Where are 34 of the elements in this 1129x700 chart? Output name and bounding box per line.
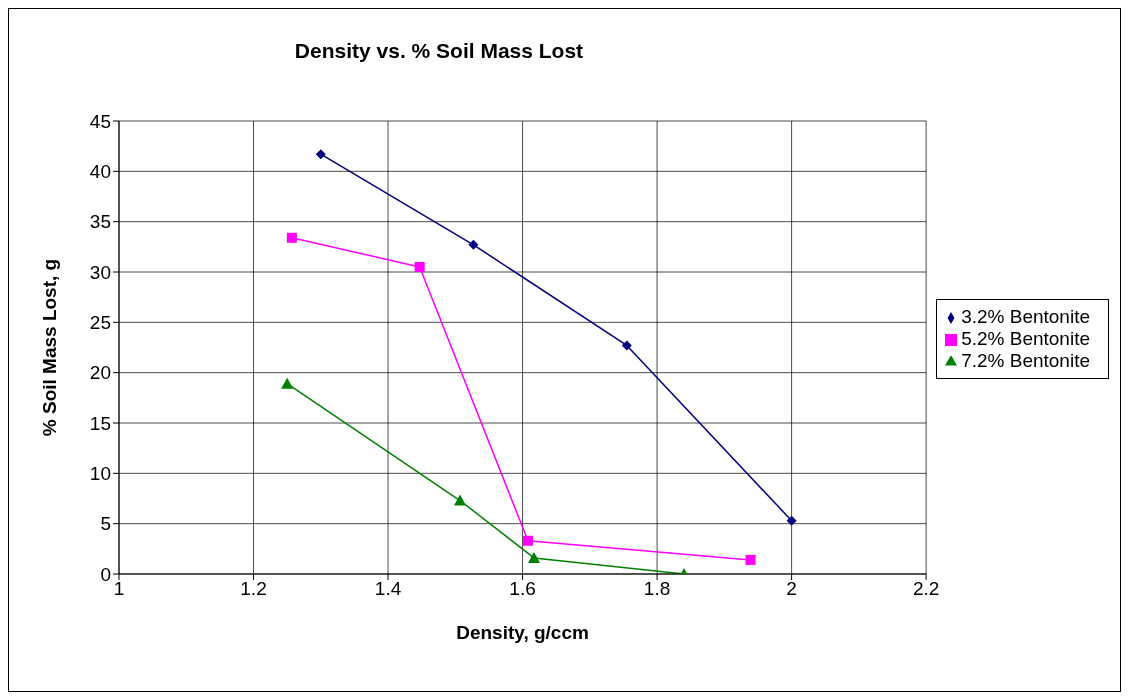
point xyxy=(786,515,797,526)
y-tick-label: 30 xyxy=(89,261,111,283)
chart-title: Density vs. % Soil Mass Lost xyxy=(293,39,585,63)
x-tick-label: 2 xyxy=(786,578,797,600)
y-tick-label: 40 xyxy=(89,161,111,183)
y-tick-label: 10 xyxy=(89,463,111,485)
point xyxy=(414,261,425,272)
point xyxy=(528,551,540,563)
point xyxy=(468,239,479,250)
x-tick-label: 1.4 xyxy=(374,578,402,600)
y-tick-label: 15 xyxy=(89,412,111,434)
point xyxy=(621,340,632,351)
point xyxy=(522,535,533,546)
legend-label: 7.2% Bentonite xyxy=(961,350,1090,371)
y-tick-label: 45 xyxy=(89,110,111,132)
point xyxy=(281,377,294,389)
y-tick-label: 5 xyxy=(100,513,111,535)
point xyxy=(454,494,467,506)
y-tick-label: 35 xyxy=(89,211,111,233)
x-tick-label: 2.2 xyxy=(912,578,940,600)
x-tick-label: 1 xyxy=(113,578,125,600)
x-axis-title: Density, g/ccm xyxy=(456,622,589,643)
point xyxy=(286,232,297,243)
point xyxy=(745,554,756,565)
y-axis-title: % Soil Mass Lost, g xyxy=(38,258,60,437)
legend-label: 3.2% Bentonite xyxy=(961,306,1090,327)
y-tick-label: 25 xyxy=(89,312,111,334)
y-tick-label: 0 xyxy=(100,563,111,585)
x-tick-label: 1.8 xyxy=(643,578,671,600)
x-tick-label: 1.6 xyxy=(509,578,536,600)
x-tick-label: 1.2 xyxy=(240,578,267,600)
legend-label: 5.2% Bentonite xyxy=(961,328,1090,349)
point xyxy=(315,149,326,160)
y-tick-label: 20 xyxy=(89,362,111,384)
